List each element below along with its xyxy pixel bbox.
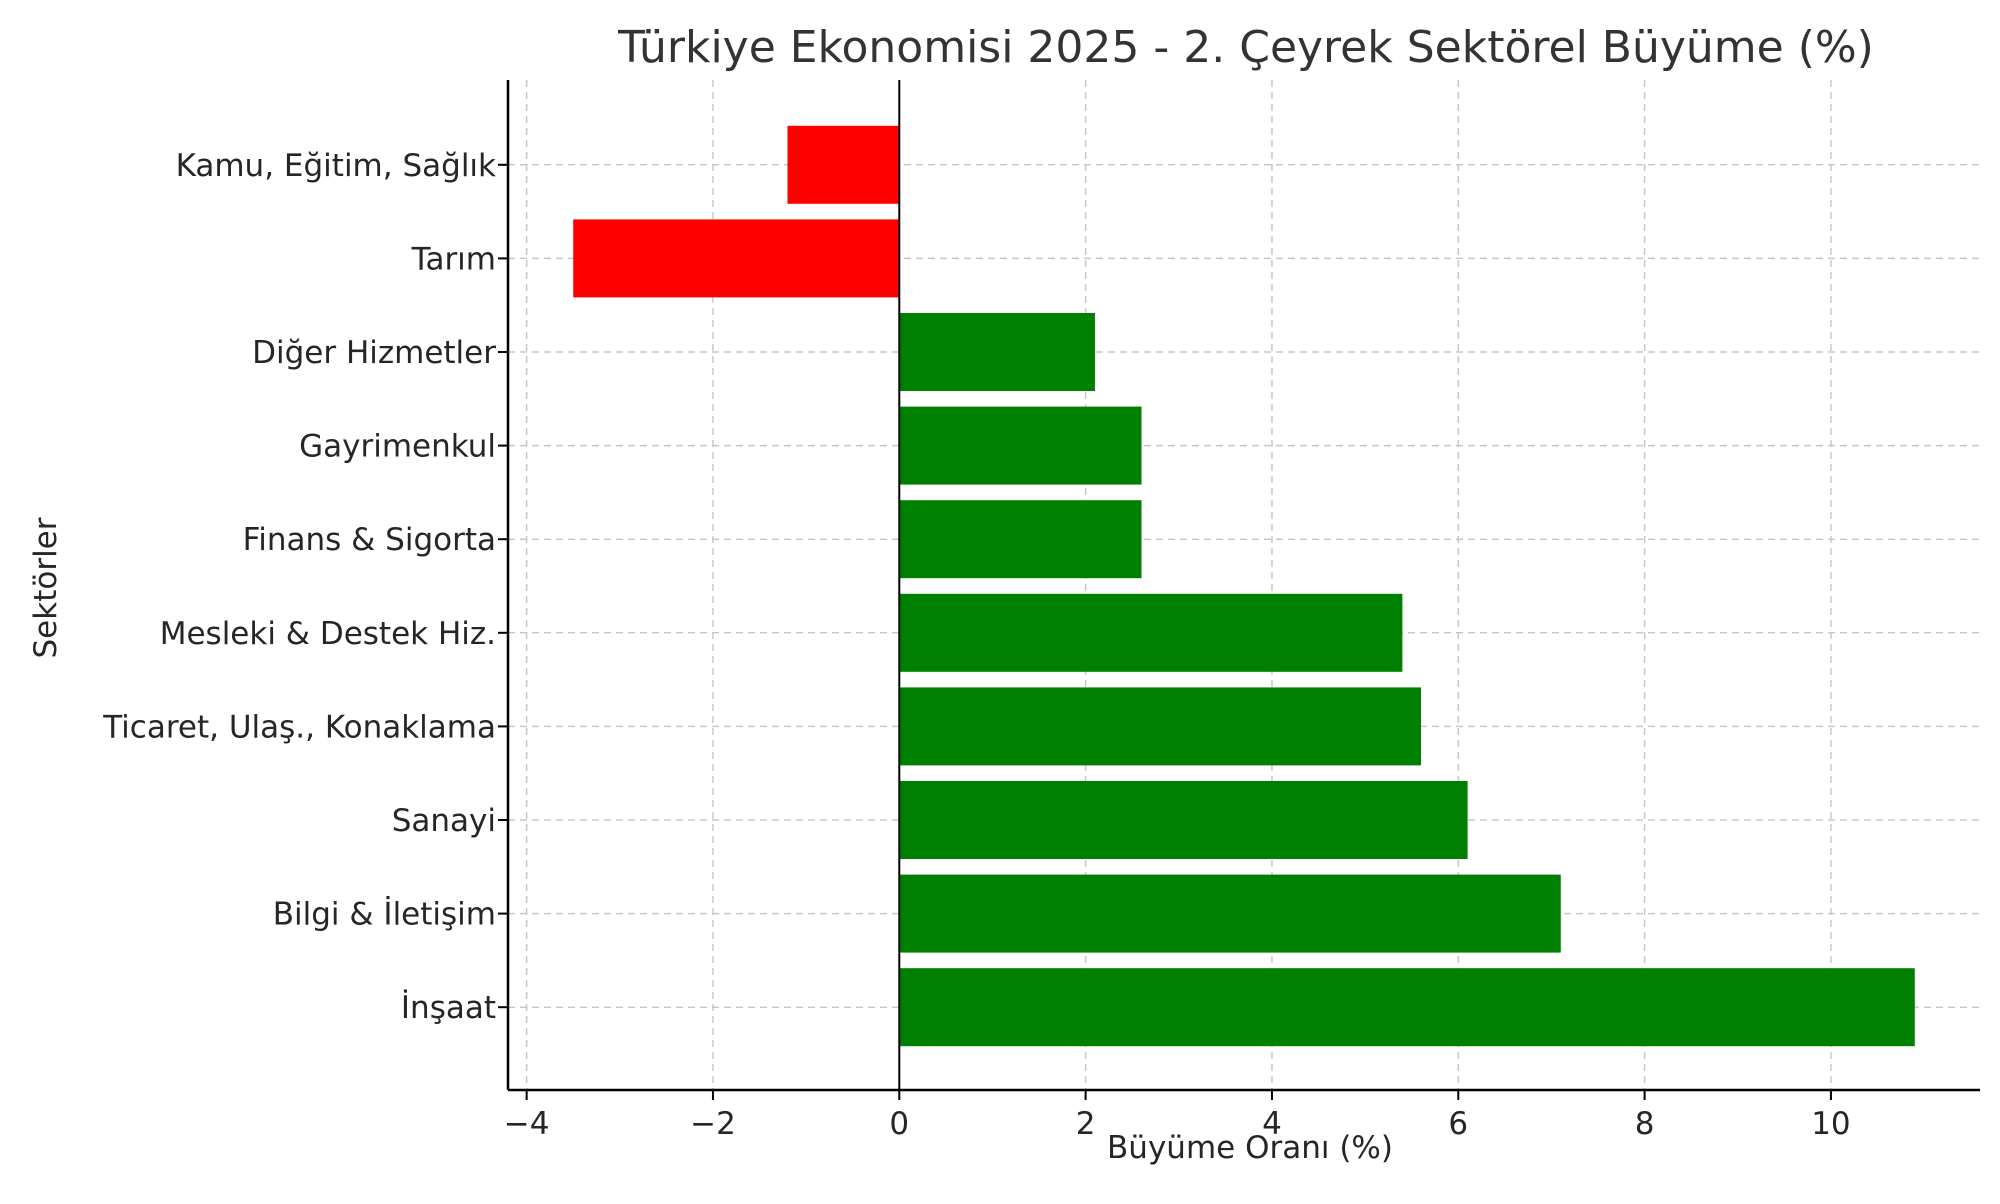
axes bbox=[498, 80, 1980, 1100]
y-tick-label: Ticaret, Ulaş., Konaklama bbox=[102, 709, 496, 745]
x-axis-label: Büyüme Oranı (%) bbox=[1107, 1130, 1393, 1166]
bar bbox=[899, 687, 1422, 766]
bar bbox=[899, 406, 1142, 485]
bar bbox=[899, 313, 1095, 391]
bar bbox=[899, 500, 1142, 579]
bar bbox=[899, 593, 1403, 672]
y-tick-label: Mesleki & Destek Hiz. bbox=[160, 616, 496, 652]
y-tick-label: Diğer Hizmetler bbox=[252, 335, 496, 371]
x-tick-label: 4 bbox=[1262, 1106, 1282, 1142]
x-tick-label: 8 bbox=[1635, 1106, 1655, 1142]
x-tick-labels: −4 −2 0 2 4 6 8 10 bbox=[504, 1106, 1851, 1142]
y-tick-label: Finans & Sigorta bbox=[243, 522, 496, 558]
x-tick-label: 0 bbox=[889, 1106, 909, 1142]
y-tick-label: Tarım bbox=[411, 241, 496, 277]
bar bbox=[573, 219, 900, 298]
y-tick-label: Kamu, Eğitim, Sağlık bbox=[176, 148, 496, 184]
y-tick-label: Bilgi & İletişim bbox=[273, 897, 496, 933]
bar bbox=[899, 874, 1561, 953]
chart-title: Türkiye Ekonomisi 2025 - 2. Çeyrek Sektö… bbox=[617, 22, 1874, 73]
y-tick-label: İnşaat bbox=[401, 990, 496, 1026]
y-tick-labels: Kamu, Eğitim, Sağlık Tarım Diğer Hizmetler… bbox=[102, 148, 496, 1026]
y-axis-label: Sektörler bbox=[28, 517, 64, 658]
x-tick-label: 10 bbox=[1811, 1106, 1850, 1142]
x-tick-label: −2 bbox=[690, 1106, 736, 1142]
y-tick-label: Gayrimenkul bbox=[299, 429, 496, 465]
x-tick-label: 6 bbox=[1448, 1106, 1468, 1142]
bars bbox=[573, 125, 1915, 1047]
bar bbox=[899, 968, 1915, 1047]
x-tick-label: 2 bbox=[1076, 1106, 1096, 1142]
bar bbox=[787, 125, 900, 204]
y-tick-label: Sanayi bbox=[392, 803, 496, 839]
bar bbox=[899, 781, 1468, 859]
x-tick-label: −4 bbox=[504, 1106, 550, 1142]
